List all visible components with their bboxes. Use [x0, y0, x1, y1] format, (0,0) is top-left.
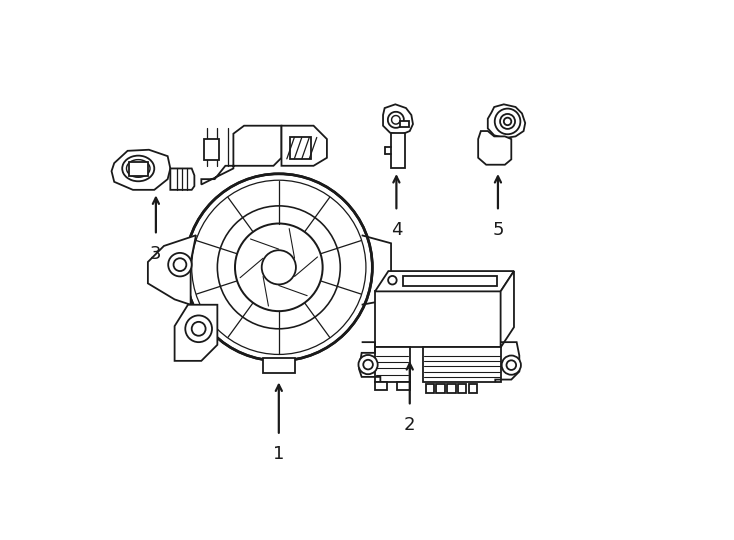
- Polygon shape: [375, 271, 514, 292]
- Circle shape: [388, 276, 396, 285]
- Circle shape: [173, 258, 186, 271]
- Polygon shape: [488, 104, 526, 138]
- Bar: [128, 161, 148, 177]
- Text: 4: 4: [390, 221, 402, 239]
- Polygon shape: [426, 384, 435, 393]
- Polygon shape: [447, 384, 456, 393]
- Circle shape: [506, 360, 516, 370]
- Polygon shape: [281, 126, 327, 166]
- Circle shape: [192, 322, 206, 336]
- Polygon shape: [501, 271, 514, 348]
- Polygon shape: [263, 358, 295, 373]
- Polygon shape: [390, 133, 405, 168]
- Polygon shape: [375, 348, 410, 382]
- Circle shape: [363, 360, 373, 369]
- Polygon shape: [468, 384, 477, 393]
- Circle shape: [358, 355, 378, 374]
- Circle shape: [495, 109, 520, 134]
- Polygon shape: [148, 235, 196, 305]
- Circle shape: [185, 174, 372, 361]
- Polygon shape: [403, 275, 497, 286]
- Polygon shape: [112, 150, 170, 190]
- Polygon shape: [398, 382, 410, 390]
- Circle shape: [501, 355, 521, 375]
- Text: 1: 1: [273, 446, 285, 463]
- Circle shape: [504, 118, 512, 125]
- Bar: [204, 139, 219, 160]
- Polygon shape: [375, 292, 501, 348]
- Bar: [289, 138, 311, 159]
- Polygon shape: [170, 168, 195, 190]
- Circle shape: [500, 114, 515, 129]
- Polygon shape: [478, 131, 512, 165]
- Text: 2: 2: [404, 416, 415, 434]
- Text: 3: 3: [150, 245, 161, 263]
- Polygon shape: [175, 305, 217, 361]
- Polygon shape: [437, 384, 445, 393]
- Circle shape: [168, 253, 192, 276]
- Polygon shape: [458, 384, 466, 393]
- Polygon shape: [201, 126, 281, 185]
- Bar: [400, 121, 409, 127]
- Text: 5: 5: [493, 221, 504, 239]
- Polygon shape: [375, 382, 387, 390]
- Polygon shape: [383, 104, 413, 135]
- Circle shape: [185, 315, 212, 342]
- Polygon shape: [423, 348, 501, 382]
